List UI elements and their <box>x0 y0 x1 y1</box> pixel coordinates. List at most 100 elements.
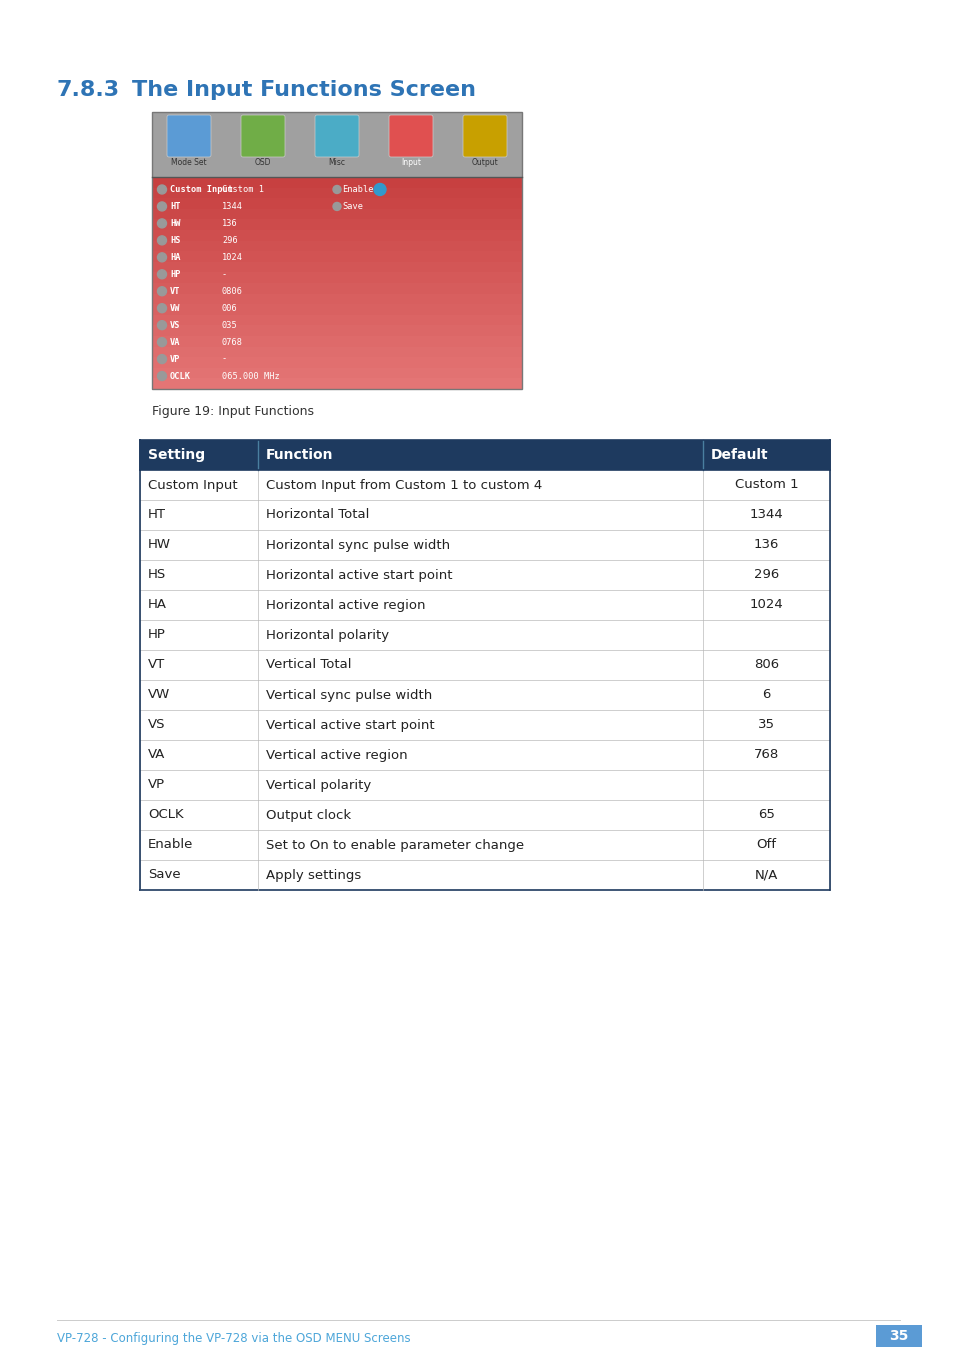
FancyBboxPatch shape <box>167 115 211 157</box>
Text: OSD: OSD <box>254 158 271 167</box>
Circle shape <box>157 219 167 227</box>
Bar <box>140 741 829 770</box>
Bar <box>152 261 521 274</box>
Bar <box>152 294 521 305</box>
Text: HT: HT <box>170 202 180 211</box>
Text: HS: HS <box>170 236 180 245</box>
Text: 7.8.3: 7.8.3 <box>57 80 120 100</box>
Bar <box>152 209 521 221</box>
Text: Custom 1: Custom 1 <box>734 478 798 492</box>
Circle shape <box>333 185 340 194</box>
Text: 65: 65 <box>758 808 774 822</box>
Circle shape <box>157 269 167 279</box>
Circle shape <box>333 203 340 210</box>
Text: Function: Function <box>266 448 334 462</box>
Text: Horizontal active start point: Horizontal active start point <box>266 569 452 581</box>
Text: VP-728 - Configuring the VP-728 via the OSD MENU Screens: VP-728 - Configuring the VP-728 via the … <box>57 1332 410 1345</box>
Text: 0806: 0806 <box>222 287 243 295</box>
Text: Set to On to enable parameter change: Set to On to enable parameter change <box>266 838 523 852</box>
Text: 1024: 1024 <box>749 598 782 612</box>
Bar <box>152 219 521 232</box>
Text: VP: VP <box>148 779 165 792</box>
Text: Save: Save <box>148 868 180 881</box>
Text: 006: 006 <box>222 303 237 313</box>
Text: Vertical sync pulse width: Vertical sync pulse width <box>266 688 432 701</box>
Text: Custom Input: Custom Input <box>170 185 233 194</box>
Text: -: - <box>222 355 227 364</box>
Text: 1344: 1344 <box>222 202 243 211</box>
Bar <box>152 252 521 263</box>
Bar <box>140 561 829 590</box>
Text: 065.000 MHz: 065.000 MHz <box>222 371 279 380</box>
Text: VS: VS <box>148 719 165 731</box>
Text: Horizontal sync pulse width: Horizontal sync pulse width <box>266 539 450 551</box>
Text: N/A: N/A <box>754 868 778 881</box>
Text: The Input Functions Screen: The Input Functions Screen <box>132 80 476 100</box>
Bar <box>152 357 521 368</box>
Text: VW: VW <box>148 688 170 701</box>
Text: HA: HA <box>148 598 167 612</box>
Text: Vertical active start point: Vertical active start point <box>266 719 435 731</box>
Text: Mode Set: Mode Set <box>171 158 207 167</box>
Text: -: - <box>222 269 227 279</box>
Bar <box>152 368 521 379</box>
Bar <box>140 770 829 800</box>
Text: Enable: Enable <box>341 185 374 194</box>
Text: 768: 768 <box>753 749 779 761</box>
Text: VP: VP <box>170 355 180 364</box>
Bar <box>875 1326 921 1347</box>
Circle shape <box>157 185 167 194</box>
Bar <box>140 500 829 529</box>
Text: HS: HS <box>148 569 166 581</box>
FancyBboxPatch shape <box>389 115 433 157</box>
Text: Custom 1: Custom 1 <box>222 185 264 194</box>
Text: 296: 296 <box>222 236 237 245</box>
Circle shape <box>157 371 167 380</box>
Text: VA: VA <box>148 749 165 761</box>
Text: HP: HP <box>148 628 166 642</box>
Text: 35: 35 <box>758 719 774 731</box>
Circle shape <box>157 202 167 211</box>
Circle shape <box>374 184 386 195</box>
Text: Horizontal Total: Horizontal Total <box>266 509 369 521</box>
Bar <box>152 314 521 326</box>
Bar <box>140 709 829 741</box>
Bar <box>140 830 829 860</box>
Text: HP: HP <box>170 269 180 279</box>
Circle shape <box>157 287 167 295</box>
Text: HW: HW <box>148 539 171 551</box>
Bar <box>140 650 829 680</box>
Text: VT: VT <box>170 287 180 295</box>
Bar <box>152 177 521 188</box>
Bar <box>140 529 829 561</box>
Bar <box>152 198 521 210</box>
Bar <box>152 230 521 241</box>
Text: 35: 35 <box>888 1330 908 1343</box>
Text: 0768: 0768 <box>222 337 243 347</box>
Bar <box>152 283 521 295</box>
Text: HA: HA <box>170 253 180 261</box>
Circle shape <box>157 355 167 364</box>
Text: Apply settings: Apply settings <box>266 868 361 881</box>
Bar <box>152 272 521 284</box>
Text: Figure 19: Input Functions: Figure 19: Input Functions <box>152 405 314 418</box>
Text: 806: 806 <box>753 658 779 672</box>
Text: 136: 136 <box>753 539 779 551</box>
Bar <box>152 378 521 390</box>
Text: VA: VA <box>170 337 180 347</box>
Text: Output clock: Output clock <box>266 808 351 822</box>
Bar <box>140 800 829 830</box>
Text: HW: HW <box>170 219 180 227</box>
Text: Input: Input <box>400 158 420 167</box>
FancyBboxPatch shape <box>462 115 506 157</box>
Circle shape <box>157 253 167 261</box>
Text: 1344: 1344 <box>749 509 782 521</box>
Text: Off: Off <box>756 838 776 852</box>
Bar <box>152 241 521 252</box>
Bar <box>140 620 829 650</box>
Text: VT: VT <box>148 658 165 672</box>
Bar <box>152 112 521 177</box>
Bar <box>152 325 521 337</box>
Text: Save: Save <box>341 202 363 211</box>
FancyBboxPatch shape <box>314 115 358 157</box>
